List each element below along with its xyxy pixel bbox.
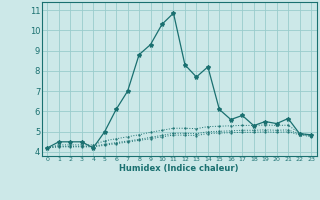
X-axis label: Humidex (Indice chaleur): Humidex (Indice chaleur) [119, 164, 239, 173]
